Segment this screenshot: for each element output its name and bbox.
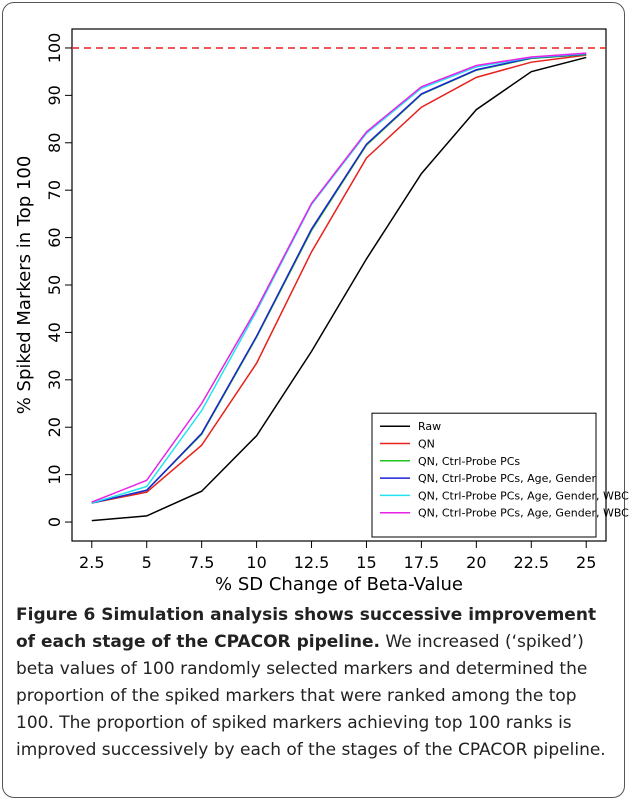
legend-label: QN xyxy=(418,438,435,451)
x-tick-label: 2.5 xyxy=(79,553,104,572)
x-tick-label: 20 xyxy=(466,553,486,572)
x-tick-label: 5 xyxy=(142,553,152,572)
series-line xyxy=(91,54,587,504)
y-tick-label: 0 xyxy=(45,517,64,527)
y-tick-label: 70 xyxy=(45,180,64,200)
y-tick-label: 10 xyxy=(45,464,64,484)
y-tick-label: 20 xyxy=(45,417,64,437)
series-line xyxy=(91,53,587,504)
x-tick-label: 12.5 xyxy=(294,553,330,572)
y-tick-label: 50 xyxy=(45,275,64,295)
y-tick-label: 30 xyxy=(45,370,64,390)
x-tick-label: 22.5 xyxy=(513,553,549,572)
caption-text: We increased (‘spiked’) beta values of 1… xyxy=(16,632,606,760)
series-line xyxy=(91,52,587,503)
legend-label: QN, Ctrl-Probe PCs xyxy=(418,455,520,468)
caption: Figure 6 Simulation analysis shows succe… xyxy=(16,602,616,764)
y-tick-label: 60 xyxy=(45,227,64,247)
y-tick-label: 90 xyxy=(45,85,64,105)
x-tick-label: 15 xyxy=(356,553,376,572)
x-tick-label: 10 xyxy=(246,553,266,572)
legend-label: QN, Ctrl-Probe PCs, Age, Gender xyxy=(418,472,596,485)
y-axis-label: % Spiked Markers in Top 100 xyxy=(14,156,35,415)
x-axis-label: % SD Change of Beta-Value xyxy=(215,574,463,595)
y-tick-label: 40 xyxy=(45,322,64,342)
series-line xyxy=(91,56,587,522)
legend-box xyxy=(371,412,597,538)
legend-label: Raw xyxy=(418,420,441,433)
y-tick-label: 100 xyxy=(45,33,64,64)
x-tick-label: 7.5 xyxy=(189,553,214,572)
legend-label: QN, Ctrl-Probe PCs, Age, Gender, WBCs xyxy=(418,489,629,502)
x-tick-label: 17.5 xyxy=(404,553,440,572)
chart: % SD Change of Beta-Value % Spiked Marke… xyxy=(14,28,629,595)
y-tick-label: 80 xyxy=(45,133,64,153)
legend-label: QN, Ctrl-Probe PCs, Age, Gender, WBCs, P… xyxy=(418,507,629,520)
caption-title: Figure 6 Simulation analysis shows succe… xyxy=(16,605,597,652)
x-tick-label: 25 xyxy=(576,553,596,572)
